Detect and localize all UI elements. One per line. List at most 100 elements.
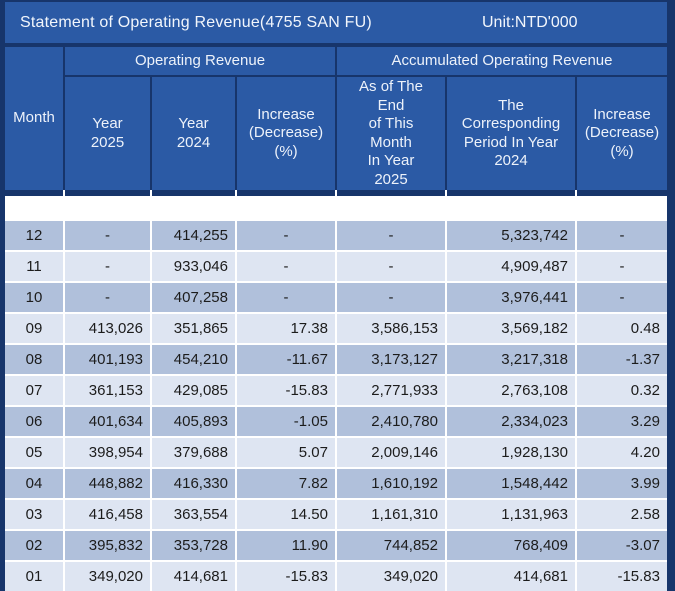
header-bottom-strip bbox=[577, 190, 667, 196]
value-cell: 2,009,146 bbox=[337, 438, 445, 467]
value-cell: 361,153 bbox=[65, 376, 150, 405]
value-cell: 349,020 bbox=[337, 562, 445, 591]
value-cell: 414,255 bbox=[152, 221, 235, 250]
header-bottom-strip bbox=[237, 190, 335, 196]
value-cell: - bbox=[577, 252, 667, 281]
value-cell: 454,210 bbox=[152, 345, 235, 374]
value-cell: 933,046 bbox=[152, 252, 235, 281]
value-cell: - bbox=[337, 221, 445, 250]
value-cell: 405,893 bbox=[152, 407, 235, 436]
column-header-month: Month bbox=[5, 47, 63, 190]
month-cell: 05 bbox=[5, 438, 63, 467]
value-cell: 1,161,310 bbox=[337, 500, 445, 529]
value-cell: 0.32 bbox=[577, 376, 667, 405]
value-cell: 17.38 bbox=[237, 314, 335, 343]
value-cell: 2.58 bbox=[577, 500, 667, 529]
value-cell: -15.83 bbox=[237, 562, 335, 591]
value-cell: 3,173,127 bbox=[337, 345, 445, 374]
value-cell: 1,131,963 bbox=[447, 500, 575, 529]
value-cell: 2,771,933 bbox=[337, 376, 445, 405]
value-cell: 398,954 bbox=[65, 438, 150, 467]
value-cell: 416,330 bbox=[152, 469, 235, 498]
month-cell: 06 bbox=[5, 407, 63, 436]
value-cell: 429,085 bbox=[152, 376, 235, 405]
value-cell: -1.37 bbox=[577, 345, 667, 374]
value-cell: 3,569,182 bbox=[447, 314, 575, 343]
value-cell: 401,634 bbox=[65, 407, 150, 436]
value-cell: -3.07 bbox=[577, 531, 667, 560]
value-cell: - bbox=[237, 221, 335, 250]
table-header: Month Operating Revenue Accumulated Oper… bbox=[5, 47, 667, 190]
value-cell: - bbox=[337, 283, 445, 312]
value-cell: 4,909,487 bbox=[447, 252, 575, 281]
value-cell: 2,763,108 bbox=[447, 376, 575, 405]
page-title: Statement of Operating Revenue(4755 SAN … bbox=[20, 13, 372, 31]
title-bar: Statement of Operating Revenue(4755 SAN … bbox=[5, 2, 667, 43]
month-cell: 11 bbox=[5, 252, 63, 281]
value-cell: 363,554 bbox=[152, 500, 235, 529]
data-grid: 12-414,255- -5,323,742-11-933,046- -4,909,… bbox=[5, 190, 667, 591]
value-cell: 353,728 bbox=[152, 531, 235, 560]
column-header-year-2024: Year 2024 bbox=[152, 77, 235, 190]
value-cell: 349,020 bbox=[65, 562, 150, 591]
value-cell: - bbox=[337, 252, 445, 281]
value-cell: 413,026 bbox=[65, 314, 150, 343]
value-cell: -11.67 bbox=[237, 345, 335, 374]
header-bottom-strip bbox=[447, 190, 575, 196]
value-cell: -15.83 bbox=[577, 562, 667, 591]
month-cell: 01 bbox=[5, 562, 63, 591]
value-cell: 3.99 bbox=[577, 469, 667, 498]
value-cell: 1,548,442 bbox=[447, 469, 575, 498]
value-cell: - bbox=[577, 221, 667, 250]
value-cell: 4.20 bbox=[577, 438, 667, 467]
value-cell: 5.07 bbox=[237, 438, 335, 467]
value-cell: 5,323,742 bbox=[447, 221, 575, 250]
value-cell: 414,681 bbox=[152, 562, 235, 591]
value-cell: - bbox=[577, 283, 667, 312]
value-cell: - bbox=[237, 252, 335, 281]
value-cell: 744,852 bbox=[337, 531, 445, 560]
value-cell: 1,610,192 bbox=[337, 469, 445, 498]
column-header-as-of-end-of-month-2025: As of The End of This Month In Year 2025 bbox=[337, 77, 445, 190]
column-header-year-2025: Year 2025 bbox=[65, 77, 150, 190]
value-cell: 3,217,318 bbox=[447, 345, 575, 374]
value-cell: 14.50 bbox=[237, 500, 335, 529]
value-cell: 401,193 bbox=[65, 345, 150, 374]
header-bottom-strip bbox=[152, 190, 235, 196]
value-cell: 395,832 bbox=[65, 531, 150, 560]
value-cell: 416,458 bbox=[65, 500, 150, 529]
value-cell: - bbox=[65, 252, 150, 281]
value-cell: - bbox=[237, 283, 335, 312]
header-bottom-strip bbox=[65, 190, 150, 196]
value-cell: 7.82 bbox=[237, 469, 335, 498]
value-cell: 407,258 bbox=[152, 283, 235, 312]
value-cell: - bbox=[65, 221, 150, 250]
group-header-accumulated-operating-revenue: Accumulated Operating Revenue bbox=[337, 47, 667, 75]
value-cell: 351,865 bbox=[152, 314, 235, 343]
value-cell: 11.90 bbox=[237, 531, 335, 560]
column-header-increase-decrease: Increase (Decrease) (%) bbox=[237, 77, 335, 190]
value-cell: 379,688 bbox=[152, 438, 235, 467]
value-cell: 0.48 bbox=[577, 314, 667, 343]
header-bottom-strip bbox=[337, 190, 445, 196]
unit-label: Unit:NTD'000 bbox=[482, 13, 578, 31]
month-cell: 07 bbox=[5, 376, 63, 405]
month-cell: 10 bbox=[5, 283, 63, 312]
value-cell: 448,882 bbox=[65, 469, 150, 498]
header-bottom-strip bbox=[5, 190, 63, 196]
value-cell: 768,409 bbox=[447, 531, 575, 560]
value-cell: 2,410,780 bbox=[337, 407, 445, 436]
value-cell: 1,928,130 bbox=[447, 438, 575, 467]
value-cell: 2,334,023 bbox=[447, 407, 575, 436]
month-cell: 02 bbox=[5, 531, 63, 560]
value-cell: 3.29 bbox=[577, 407, 667, 436]
column-header-accumulated-increase-decrease: Increase (Decrease) (%) bbox=[577, 77, 667, 190]
value-cell: -15.83 bbox=[237, 376, 335, 405]
month-cell: 12 bbox=[5, 221, 63, 250]
value-cell: - bbox=[65, 283, 150, 312]
month-cell: 09 bbox=[5, 314, 63, 343]
column-header-corresponding-period-2024: The Corresponding Period In Year 2024 bbox=[447, 77, 575, 190]
value-cell: 3,976,441 bbox=[447, 283, 575, 312]
value-cell: 414,681 bbox=[447, 562, 575, 591]
group-header-operating-revenue: Operating Revenue bbox=[65, 47, 335, 75]
